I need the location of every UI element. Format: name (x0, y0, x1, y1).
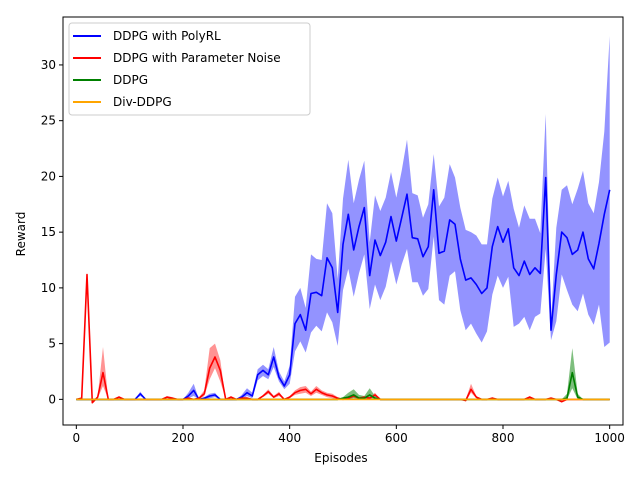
y-tick-label: 25 (41, 114, 56, 128)
plot-frame (62, 16, 624, 426)
y-tick-label: 20 (41, 169, 56, 183)
y-tick-label: 5 (48, 337, 56, 351)
x-tick-label: 200 (172, 431, 195, 445)
y-tick-label: 15 (41, 225, 56, 239)
legend: DDPG with PolyRL DDPG with Parameter Nois… (68, 22, 311, 116)
x-axis-ticks: 0 200 400 600 800 1000 (73, 425, 625, 445)
x-tick-label: 600 (385, 431, 408, 445)
y-axis-label: Reward (14, 212, 28, 257)
series-lines (76, 176, 611, 404)
band-series-0 (76, 36, 610, 400)
x-tick-label: 800 (492, 431, 515, 445)
y-axis-ticks: 0 5 10 15 20 25 30 (41, 58, 63, 406)
y-tick-label: 10 (41, 281, 56, 295)
x-tick-label: 0 (73, 431, 81, 445)
legend-label: DDPG (113, 73, 148, 87)
y-tick-label: 0 (48, 392, 56, 406)
legend-label: DDPG with PolyRL (113, 29, 221, 43)
y-tick-label: 30 (41, 58, 56, 72)
x-tick-label: 1000 (594, 431, 625, 445)
legend-label: Div-DDPG (113, 95, 172, 109)
x-axis-label: Episodes (314, 451, 367, 465)
x-tick-label: 400 (278, 431, 301, 445)
legend-label: DDPG with Parameter Noise (113, 51, 281, 65)
legend-box (68, 22, 311, 116)
